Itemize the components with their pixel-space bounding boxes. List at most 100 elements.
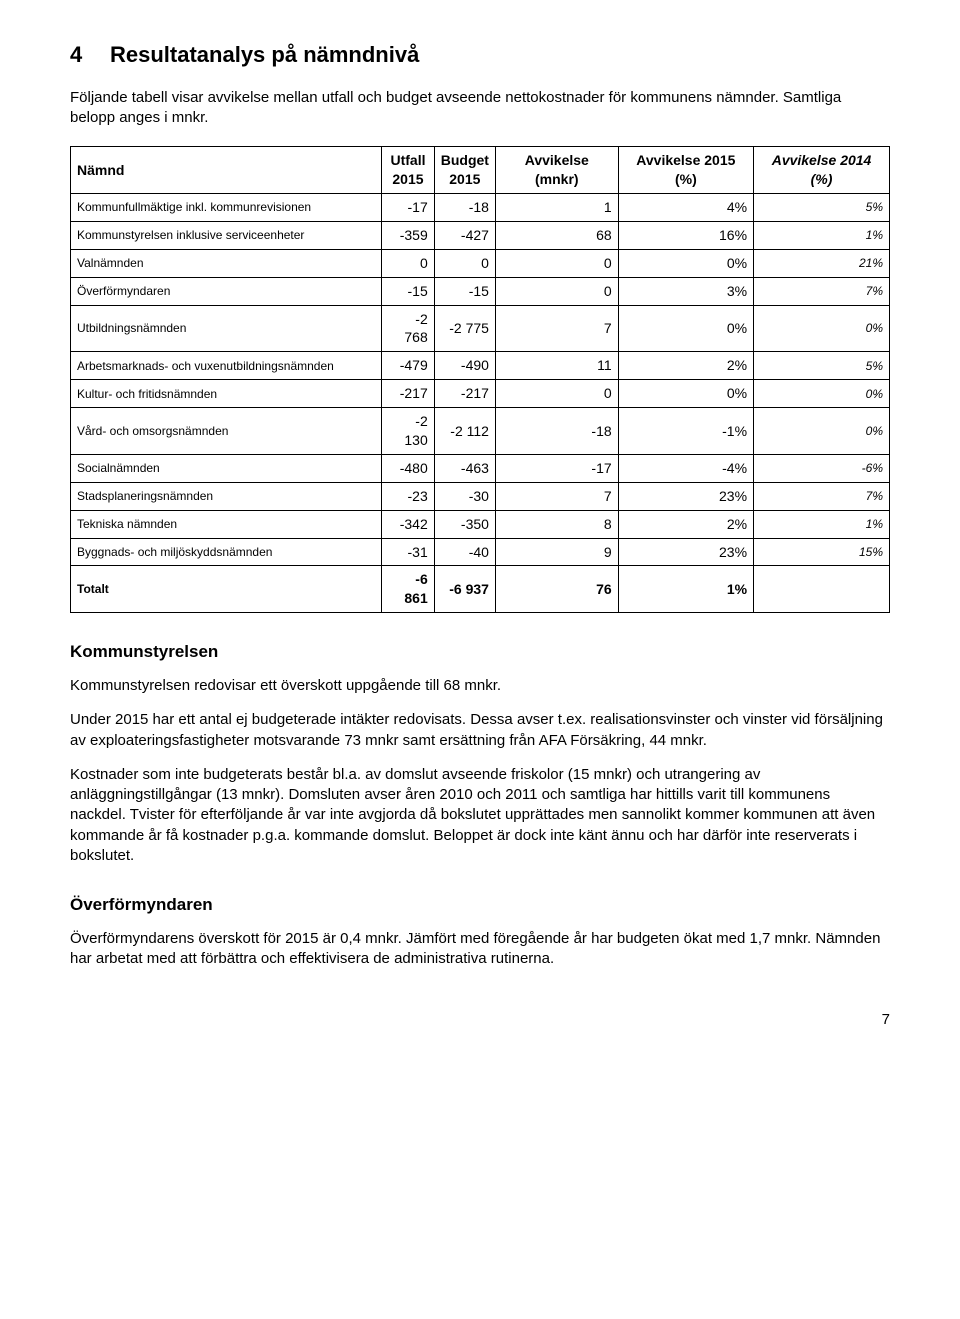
cell-utfall: -2 768: [382, 305, 435, 352]
cell-p2015: 0%: [618, 305, 753, 352]
cell-p2015: -1%: [618, 408, 753, 455]
cell-name: Kultur- och fritidsnämnden: [71, 380, 382, 408]
cell-avv: -18: [495, 408, 618, 455]
results-table: Nämnd Utfall 2015 Budget 2015 Avvikelse …: [70, 146, 890, 613]
cell-budget: -15: [434, 277, 495, 305]
cell-name: Stadsplaneringsnämnden: [71, 482, 382, 510]
table-row: Stadsplaneringsnämnden-23-30723%7%: [71, 482, 890, 510]
th-budget: Budget 2015: [434, 147, 495, 194]
page-number: 7: [70, 1010, 890, 1030]
cell-utfall: 0: [382, 249, 435, 277]
cell-utfall: -480: [382, 454, 435, 482]
cell-avv: -17: [495, 454, 618, 482]
cell-budget: 0: [434, 249, 495, 277]
cell-name: Byggnads- och miljöskyddsnämnden: [71, 538, 382, 566]
cell-budget: -490: [434, 352, 495, 380]
cell-name: Vård- och omsorgsnämnden: [71, 408, 382, 455]
cell-name: Totalt: [71, 566, 382, 613]
cell-p2015: 4%: [618, 193, 753, 221]
cell-budget: -217: [434, 380, 495, 408]
cell-utfall: -31: [382, 538, 435, 566]
cell-name: Tekniska nämnden: [71, 510, 382, 538]
cell-p2015: 0%: [618, 380, 753, 408]
cell-budget: -463: [434, 454, 495, 482]
th-avv-2015: Avvikelse 2015 (%): [618, 147, 753, 194]
ks-p1: Kommunstyrelsen redovisar ett överskott …: [70, 676, 890, 696]
cell-utfall: -479: [382, 352, 435, 380]
table-row: Utbildningsnämnden-2 768-2 77570%0%: [71, 305, 890, 352]
cell-utfall: -342: [382, 510, 435, 538]
th-utfall-sub: 2015: [388, 170, 428, 189]
section-heading: 4Resultatanalys på nämndnivå: [70, 40, 890, 70]
cell-p2014: [754, 566, 890, 613]
cell-p2015: 2%: [618, 510, 753, 538]
cell-p2015: 3%: [618, 277, 753, 305]
cell-p2015: 23%: [618, 538, 753, 566]
cell-p2014: 5%: [754, 193, 890, 221]
cell-p2014: 7%: [754, 482, 890, 510]
th-avv-mnkr: Avvikelse (mnkr): [495, 147, 618, 194]
cell-p2014: 7%: [754, 277, 890, 305]
cell-p2014: 0%: [754, 408, 890, 455]
cell-avv: 0: [495, 277, 618, 305]
cell-budget: -2 775: [434, 305, 495, 352]
cell-budget: -350: [434, 510, 495, 538]
cell-avv: 9: [495, 538, 618, 566]
cell-budget: -6 937: [434, 566, 495, 613]
cell-p2014: -6%: [754, 454, 890, 482]
cell-p2015: 23%: [618, 482, 753, 510]
cell-avv: 76: [495, 566, 618, 613]
intro-paragraph: Följande tabell visar avvikelse mellan u…: [70, 88, 890, 129]
cell-p2014: 0%: [754, 380, 890, 408]
cell-p2014: 1%: [754, 221, 890, 249]
th-namnd: Nämnd: [71, 147, 382, 194]
cell-name: Utbildningsnämnden: [71, 305, 382, 352]
cell-utfall: -17: [382, 193, 435, 221]
cell-utfall: -217: [382, 380, 435, 408]
table-row: Byggnads- och miljöskyddsnämnden-31-4092…: [71, 538, 890, 566]
cell-utfall: -359: [382, 221, 435, 249]
table-row: Tekniska nämnden-342-35082%1%: [71, 510, 890, 538]
cell-name: Valnämnden: [71, 249, 382, 277]
table-row: Kommunfullmäktige inkl. kommunrevisionen…: [71, 193, 890, 221]
cell-p2015: 1%: [618, 566, 753, 613]
cell-budget: -2 112: [434, 408, 495, 455]
table-row: Vård- och omsorgsnämnden-2 130-2 112-18-…: [71, 408, 890, 455]
cell-avv: 8: [495, 510, 618, 538]
table-row: Överförmyndaren-15-1503%7%: [71, 277, 890, 305]
table-row: Arbetsmarknads- och vuxenutbildningsnämn…: [71, 352, 890, 380]
ks-p3: Kostnader som inte budgeterats består bl…: [70, 765, 890, 866]
section-number: 4: [70, 40, 110, 70]
th-utfall: Utfall 2015: [382, 147, 435, 194]
cell-p2015: 0%: [618, 249, 753, 277]
cell-name: Arbetsmarknads- och vuxenutbildningsnämn…: [71, 352, 382, 380]
cell-p2014: 21%: [754, 249, 890, 277]
cell-name: Socialnämnden: [71, 454, 382, 482]
th-budget-sub: 2015: [441, 170, 489, 189]
cell-avv: 7: [495, 482, 618, 510]
cell-name: Kommunfullmäktige inkl. kommunrevisionen: [71, 193, 382, 221]
cell-avv: 0: [495, 249, 618, 277]
cell-p2014: 1%: [754, 510, 890, 538]
cell-p2014: 0%: [754, 305, 890, 352]
cell-budget: -427: [434, 221, 495, 249]
cell-utfall: -15: [382, 277, 435, 305]
cell-avv: 1: [495, 193, 618, 221]
of-p1: Överförmyndarens överskott för 2015 är 0…: [70, 929, 890, 970]
cell-p2015: -4%: [618, 454, 753, 482]
cell-p2014: 15%: [754, 538, 890, 566]
cell-avv: 11: [495, 352, 618, 380]
cell-budget: -18: [434, 193, 495, 221]
cell-p2014: 5%: [754, 352, 890, 380]
th-budget-top: Budget: [441, 152, 489, 168]
kommunstyrelsen-heading: Kommunstyrelsen: [70, 641, 890, 664]
table-row-total: Totalt-6 861-6 937761%: [71, 566, 890, 613]
cell-budget: -30: [434, 482, 495, 510]
ks-p2: Under 2015 har ett antal ej budgeterade …: [70, 710, 890, 751]
cell-p2015: 16%: [618, 221, 753, 249]
th-utfall-top: Utfall: [390, 152, 425, 168]
cell-budget: -40: [434, 538, 495, 566]
overformyndaren-heading: Överförmyndaren: [70, 894, 890, 917]
cell-avv: 0: [495, 380, 618, 408]
th-avv-2014: Avvikelse 2014 (%): [754, 147, 890, 194]
